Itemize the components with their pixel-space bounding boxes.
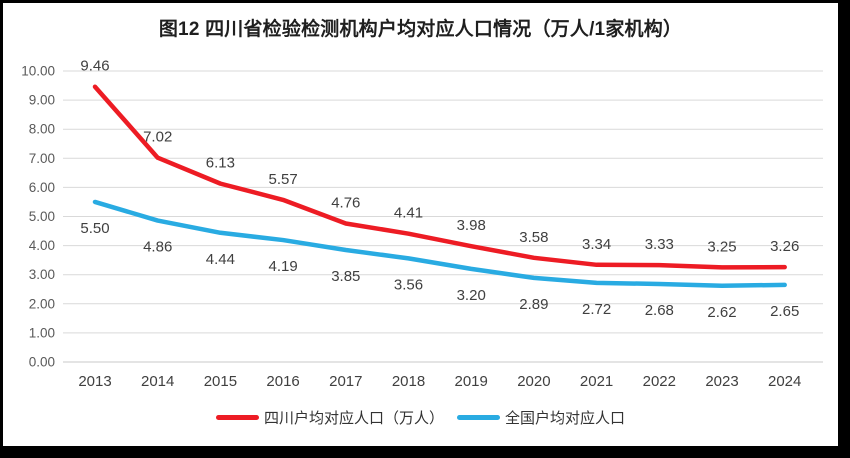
- x-axis-tick-label: 2019: [455, 373, 488, 390]
- data-label: 3.58: [519, 229, 548, 246]
- y-axis-tick-label: 4.00: [29, 238, 55, 253]
- data-label: 3.34: [582, 236, 611, 253]
- data-label: 3.26: [770, 238, 799, 255]
- y-axis-tick-label: 10.00: [21, 64, 55, 79]
- data-label: 3.25: [707, 238, 736, 255]
- data-label: 2.62: [707, 304, 736, 321]
- data-label: 6.13: [206, 155, 235, 172]
- y-axis-tick-label: 8.00: [29, 122, 55, 137]
- y-axis-tick-label: 9.00: [29, 93, 55, 108]
- data-label: 4.44: [206, 251, 235, 268]
- y-axis-tick-label: 1.00: [29, 325, 55, 340]
- data-label: 3.20: [457, 287, 486, 304]
- x-axis-tick-label: 2020: [517, 373, 550, 390]
- y-axis-tick-label: 5.00: [29, 209, 55, 224]
- data-label: 4.76: [331, 194, 360, 211]
- legend-swatch-sichuan-line: [215, 415, 259, 420]
- y-axis-tick-label: 2.00: [29, 296, 55, 311]
- data-label: 3.98: [457, 217, 486, 234]
- chart-canvas: 图12 四川省检验检测机构户均对应人口情况（万人/1家机构） 0.00 1.00 2…: [3, 3, 838, 446]
- y-axis-tick-label: 0.00: [29, 355, 55, 370]
- y-axis-tick-label: 3.00: [29, 267, 55, 282]
- data-label: 4.86: [143, 239, 172, 256]
- chart-title: 图12 四川省检验检测机构户均对应人口情况（万人/1家机构）: [158, 19, 683, 40]
- legend-label-sichuan: 四川户均对应人口（万人）: [263, 410, 444, 427]
- line-chart-plot: 0.00 1.00 2.00 3.00 4.00 5.00 6.00 7.00 8.00 9.00…: [21, 58, 823, 390]
- series-line-national: [92, 199, 787, 289]
- y-axis-tick-label: 7.00: [29, 151, 55, 166]
- x-axis-tick-label: 2014: [141, 373, 174, 390]
- data-label: 4.19: [268, 258, 297, 275]
- legend-item-sichuan: 四川户均对应人口（万人）: [215, 407, 444, 428]
- x-axis-tick-label: 2024: [768, 373, 801, 390]
- data-label: 2.72: [582, 301, 611, 318]
- data-label: 9.46: [80, 58, 109, 75]
- x-axis-tick-label: 2018: [392, 373, 425, 390]
- x-axis-tick-label: 2013: [78, 373, 111, 390]
- data-label: 5.57: [268, 171, 297, 188]
- data-label: 2.89: [519, 296, 548, 313]
- data-label: 4.41: [394, 205, 423, 222]
- series-line-sichuan: [92, 84, 787, 270]
- y-axis-tick-label: 6.00: [29, 180, 55, 195]
- data-label: 3.56: [394, 276, 423, 293]
- legend-swatch-national-line: [457, 415, 500, 420]
- data-label: 3.33: [645, 236, 674, 253]
- data-label: 2.65: [770, 303, 799, 320]
- x-axis-tick-label: 2022: [643, 373, 676, 390]
- legend: 四川户均对应人口（万人） 全国户均对应人口: [3, 407, 838, 428]
- data-label: 5.50: [80, 220, 109, 237]
- legend-label-national: 全国户均对应人口: [505, 410, 626, 427]
- data-label: 7.02: [143, 129, 172, 146]
- x-axis-tick-label: 2016: [266, 373, 299, 390]
- x-axis-tick-label: 2021: [580, 373, 613, 390]
- x-axis-tick-label: 2023: [705, 373, 738, 390]
- legend-item-national: 全国户均对应人口: [457, 407, 625, 428]
- x-axis-tick-label: 2015: [204, 373, 237, 390]
- x-axis-tick-label: 2017: [329, 373, 362, 390]
- data-label: 2.68: [645, 302, 674, 319]
- data-label: 3.85: [331, 268, 360, 285]
